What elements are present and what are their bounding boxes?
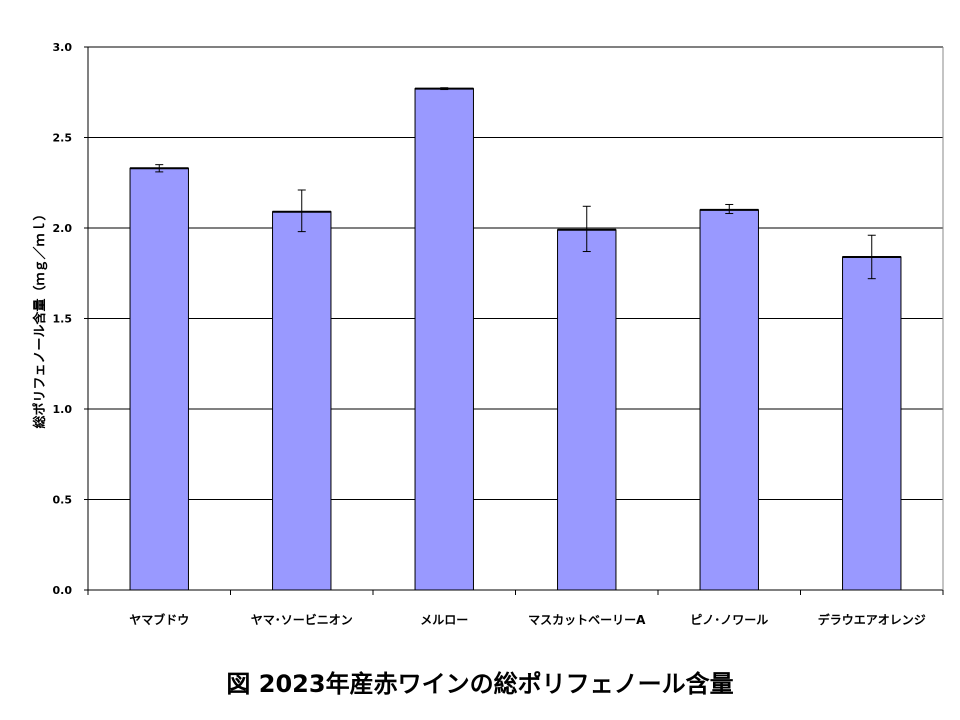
error-bar-2 xyxy=(297,189,306,233)
y-tick-label: 0.5 xyxy=(53,494,73,507)
bar-4 xyxy=(557,229,617,591)
category-label-5: ピノ･ノワール xyxy=(690,613,768,627)
y-tick-label: 1.0 xyxy=(53,403,73,416)
error-bar-4 xyxy=(582,205,591,253)
category-label-4: マスカットベーリーA xyxy=(528,613,646,627)
y-tick-label: 3.0 xyxy=(53,41,73,54)
category-label-2: ヤマ･ソービニオン xyxy=(251,612,353,627)
axes xyxy=(84,46,944,595)
category-label-6: デラウエアオレンジ xyxy=(818,612,926,627)
gridlines xyxy=(88,46,943,500)
bar-2 xyxy=(272,211,332,591)
bar-3 xyxy=(414,88,474,591)
y-tick-labels: 0.0 0.5 1.0 1.5 2.0 2.5 3.0 xyxy=(53,41,73,597)
bar-5 xyxy=(699,209,759,591)
category-label-1: ヤマブドウ xyxy=(129,612,189,627)
y-tick-label: 2.0 xyxy=(53,222,73,235)
error-bar-3 xyxy=(440,87,449,91)
y-axis-label: 総ポリフェノール含量（ｍｇ／ｍｌ） xyxy=(32,207,48,428)
error-bar-1 xyxy=(155,164,164,173)
bar-chart: 0.0 0.5 1.0 1.5 2.0 2.5 3.0 ヤマブドウ ヤマ･ソービニオン メルロー… xyxy=(32,41,944,627)
y-tick-label: 2.5 xyxy=(53,132,73,145)
error-bars xyxy=(155,87,876,280)
figure-caption: 図 2023年産赤ワインの総ポリフェノール含量 xyxy=(226,670,734,698)
category-label-3: メルロー xyxy=(420,613,468,627)
error-bar-6 xyxy=(867,234,876,280)
category-labels: ヤマブドウ ヤマ･ソービニオン メルロー マスカットベーリーA ピノ･ノワール デラウエア… xyxy=(129,612,926,627)
y-tick-label: 1.5 xyxy=(53,313,73,326)
y-tick-label: 0.0 xyxy=(53,584,73,597)
bar-1 xyxy=(129,167,189,591)
bars xyxy=(129,87,902,591)
bar-6 xyxy=(842,256,902,591)
error-bar-5 xyxy=(725,203,734,215)
